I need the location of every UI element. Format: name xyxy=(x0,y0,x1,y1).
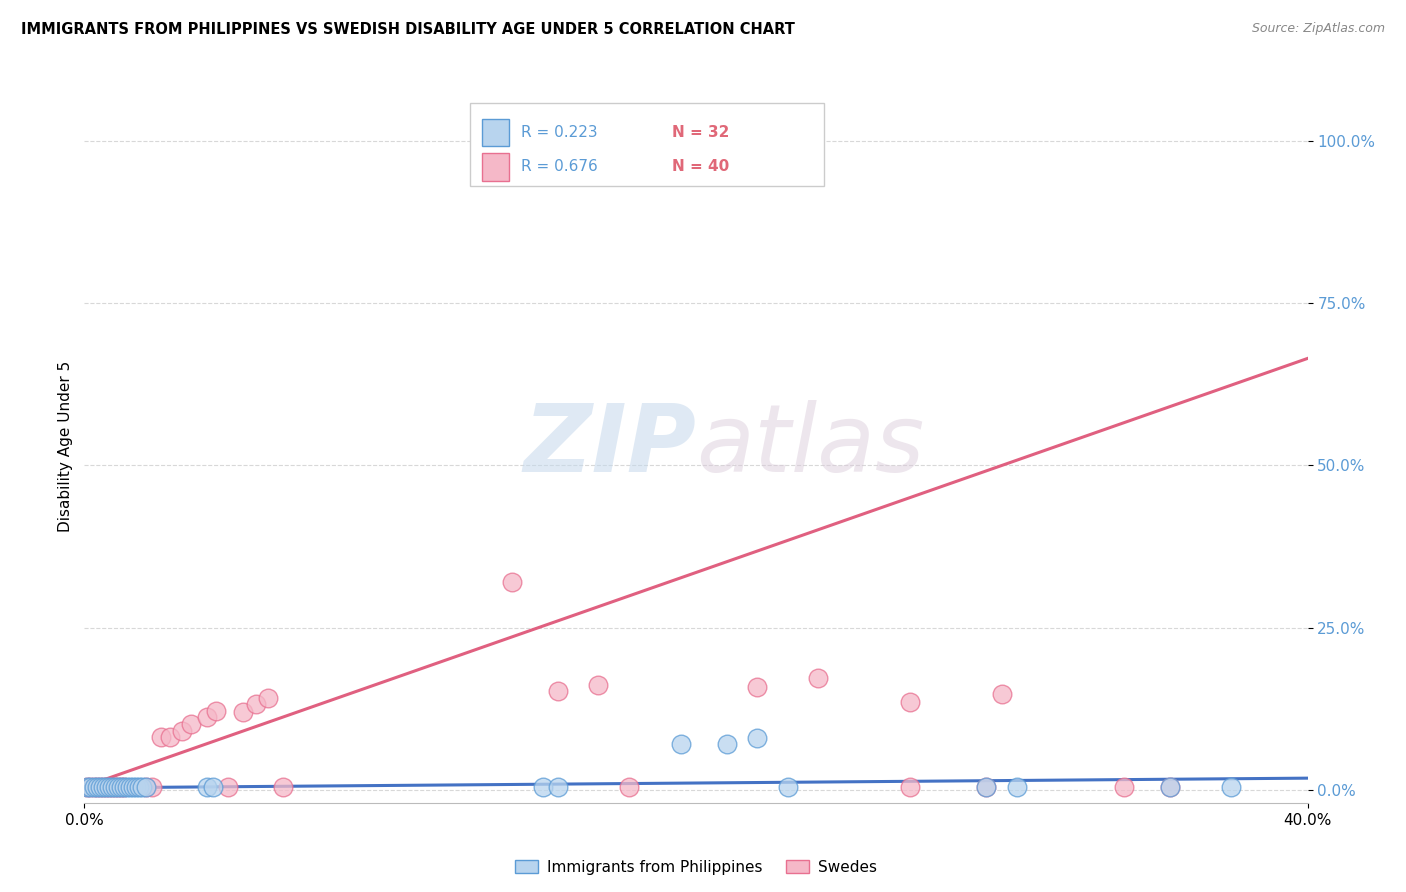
Point xyxy=(271,780,294,794)
Point xyxy=(547,684,569,698)
Point xyxy=(128,780,150,794)
Point xyxy=(135,780,157,794)
Point xyxy=(110,780,132,794)
Point xyxy=(107,780,129,794)
Point xyxy=(217,780,239,794)
Point xyxy=(83,780,105,794)
Point xyxy=(79,780,101,794)
Point xyxy=(898,695,921,709)
Point xyxy=(1159,780,1181,794)
Point xyxy=(1114,780,1136,794)
Point xyxy=(97,780,120,794)
Text: IMMIGRANTS FROM PHILIPPINES VS SWEDISH DISABILITY AGE UNDER 5 CORRELATION CHART: IMMIGRANTS FROM PHILIPPINES VS SWEDISH D… xyxy=(21,22,794,37)
Point xyxy=(586,678,609,692)
Point xyxy=(97,780,120,794)
Point xyxy=(125,780,148,794)
Point xyxy=(991,687,1014,701)
FancyBboxPatch shape xyxy=(482,120,509,146)
Point xyxy=(104,780,127,794)
Text: R = 0.223: R = 0.223 xyxy=(522,125,598,139)
Point xyxy=(747,731,769,745)
Point xyxy=(104,780,127,794)
Text: R = 0.676: R = 0.676 xyxy=(522,159,598,174)
Point xyxy=(531,780,554,794)
Point xyxy=(716,738,738,752)
Point xyxy=(1220,780,1243,794)
Point xyxy=(149,730,172,744)
Point xyxy=(83,780,105,794)
Point xyxy=(1005,780,1028,794)
Point xyxy=(122,780,145,794)
Point xyxy=(201,780,224,794)
Point xyxy=(776,780,799,794)
Point xyxy=(547,780,569,794)
Point xyxy=(112,780,135,794)
Text: ZIP: ZIP xyxy=(523,400,696,492)
Point xyxy=(101,780,124,794)
Point xyxy=(180,716,202,731)
Point xyxy=(898,780,921,794)
Point xyxy=(195,780,218,794)
Point xyxy=(172,724,194,739)
Point xyxy=(232,705,254,719)
Text: atlas: atlas xyxy=(696,401,924,491)
Point xyxy=(101,780,124,794)
Point xyxy=(94,780,117,794)
Point xyxy=(245,697,267,711)
Text: N = 40: N = 40 xyxy=(672,159,728,174)
Point xyxy=(89,780,111,794)
Point xyxy=(747,681,769,695)
Point xyxy=(76,780,98,794)
Text: N = 32: N = 32 xyxy=(672,125,728,139)
Y-axis label: Disability Age Under 5: Disability Age Under 5 xyxy=(58,360,73,532)
Point xyxy=(86,780,108,794)
Legend: Immigrants from Philippines, Swedes: Immigrants from Philippines, Swedes xyxy=(509,854,883,880)
FancyBboxPatch shape xyxy=(482,153,509,180)
Point xyxy=(502,575,524,590)
Point xyxy=(107,780,129,794)
Point xyxy=(159,730,181,744)
Point xyxy=(76,780,98,794)
Point xyxy=(89,780,111,794)
Point xyxy=(86,780,108,794)
Point xyxy=(110,780,132,794)
FancyBboxPatch shape xyxy=(470,103,824,186)
Point xyxy=(141,780,163,794)
Point xyxy=(807,671,830,685)
Point xyxy=(195,710,218,724)
Point xyxy=(257,690,280,705)
Point xyxy=(91,780,114,794)
Point xyxy=(669,738,692,752)
Point xyxy=(976,780,998,794)
Point xyxy=(617,780,640,794)
Point xyxy=(976,780,998,794)
Point xyxy=(1159,780,1181,794)
Point xyxy=(135,780,157,794)
Point xyxy=(205,704,228,718)
Point xyxy=(112,780,135,794)
Point xyxy=(94,780,117,794)
Point xyxy=(79,780,101,794)
Point xyxy=(91,780,114,794)
Point xyxy=(120,780,142,794)
Point xyxy=(131,780,153,794)
Text: Source: ZipAtlas.com: Source: ZipAtlas.com xyxy=(1251,22,1385,36)
Point xyxy=(115,780,138,794)
